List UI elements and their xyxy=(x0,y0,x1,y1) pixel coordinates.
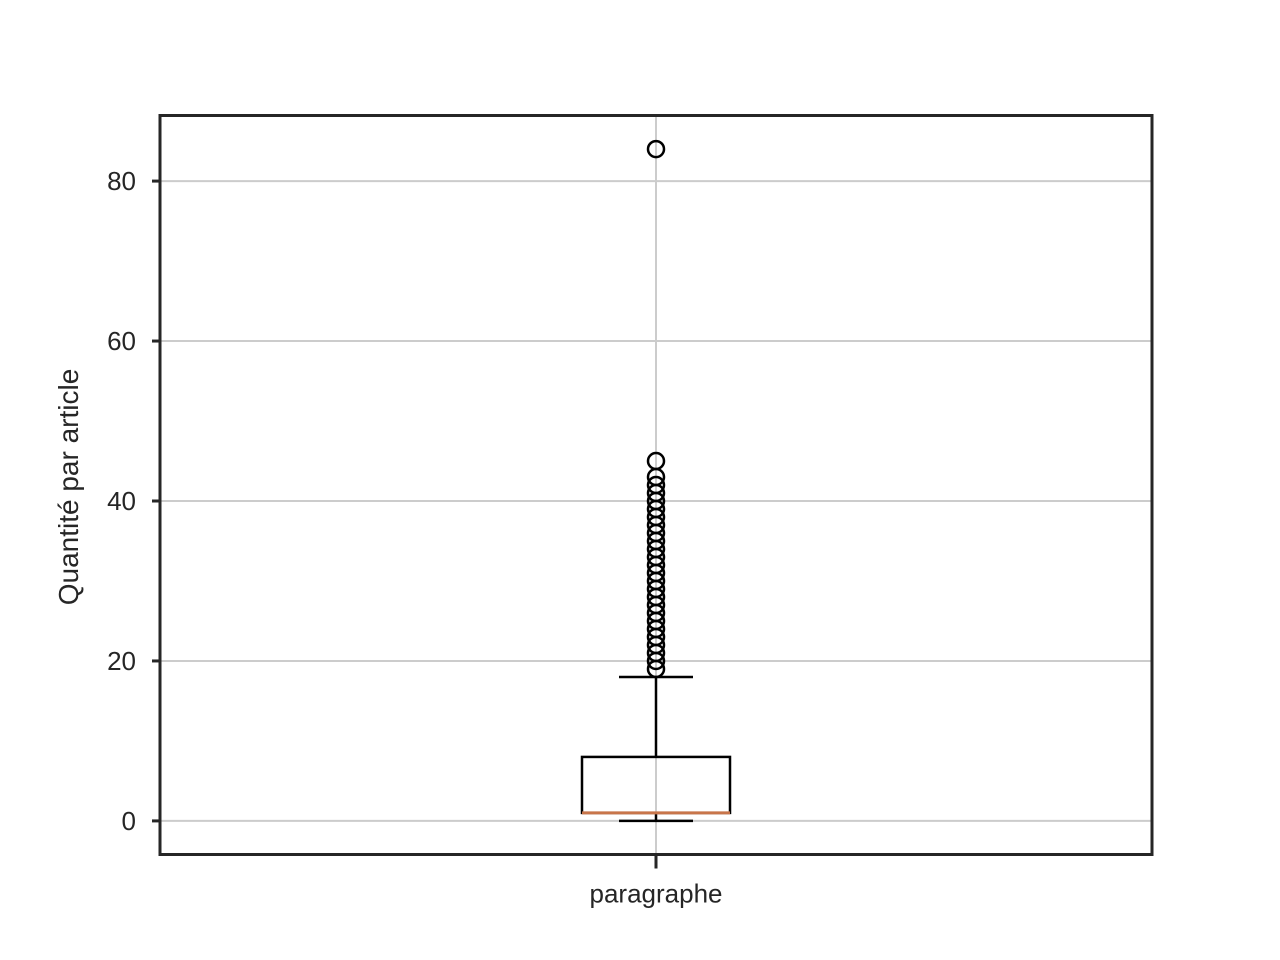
box-group xyxy=(580,139,732,823)
x-axis-ticks: paragraphe xyxy=(590,854,723,909)
outlier-point xyxy=(646,451,666,471)
y-tick-label: 60 xyxy=(107,326,136,356)
y-tick-label: 20 xyxy=(107,646,136,676)
y-tick-label: 80 xyxy=(107,166,136,196)
y-tick-label: 0 xyxy=(122,806,136,836)
y-tick-label: 40 xyxy=(107,486,136,516)
outlier-point xyxy=(646,139,666,159)
plot-layer xyxy=(580,139,732,823)
x-tick-label: paragraphe xyxy=(590,879,723,909)
outlier-point xyxy=(646,475,666,495)
y-axis-label: Quantité par article xyxy=(53,369,84,606)
y-axis-ticks: 0 20 40 60 80 xyxy=(107,166,160,836)
